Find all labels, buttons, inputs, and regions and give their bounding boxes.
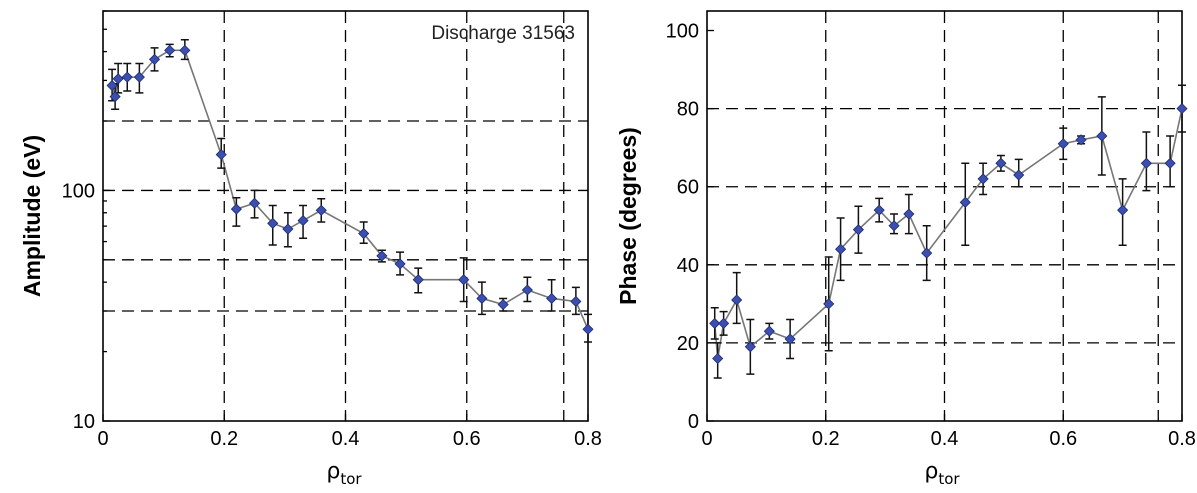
phase-data-point: [995, 157, 1007, 169]
phase-data-point: [873, 204, 885, 216]
phase-data-point: [888, 220, 900, 232]
phase-ytick-label-4: 80: [677, 99, 699, 121]
phase-data-point: [921, 247, 933, 259]
phase-data-point: [852, 224, 864, 236]
amplitude-data-point: [570, 295, 582, 308]
phase-ticks: 0 0.2 0.4 0.6 0.8 0 20 40 60 80 100: [666, 21, 1196, 450]
phase-ytick-label-2: 40: [677, 255, 699, 277]
amplitude-xtick-label-3: 0.6: [453, 428, 481, 450]
phase-gridlines: [707, 11, 1182, 421]
phase-x-axis-subscript: tor: [938, 470, 960, 488]
amplitude-data-point: [215, 149, 227, 161]
phase-data-point: [1176, 103, 1188, 115]
amplitude-x-axis-symbol: ρ: [326, 459, 340, 484]
amplitude-data-point: [179, 44, 191, 56]
amplitude-data-point: [282, 223, 294, 235]
amplitude-data-point: [546, 292, 558, 305]
amplitude-data-point: [148, 53, 161, 65]
amplitude-data-point: [109, 91, 121, 103]
amplitude-data-point: [267, 217, 279, 229]
phase-data-point: [712, 352, 724, 365]
amplitude-data-point: [497, 298, 509, 311]
amplitude-ticks: 0 0.2 0.4 0.6 0.8 10 100: [62, 10, 602, 450]
amplitude-data-point: [358, 227, 370, 240]
phase-ytick-label-0: 0: [688, 411, 699, 433]
phase-series-line: [713, 108, 1183, 359]
amplitude-gridlines: [103, 11, 588, 421]
phase-series: [709, 84, 1188, 379]
phase-data-point: [1096, 130, 1108, 142]
amplitude-xtick-label-2: 0.4: [332, 428, 360, 450]
phase-data-point: [977, 173, 989, 185]
amplitude-data-point: [106, 79, 118, 92]
phase-x-axis-symbol: ρ: [924, 459, 938, 484]
phase-data-point: [731, 294, 743, 306]
phase-xtick-label-3: 0.6: [1049, 428, 1077, 450]
phase-data-point: [903, 208, 915, 220]
phase-xtick-label-0: 0: [701, 428, 712, 450]
phase-data-point: [718, 317, 730, 329]
phase-panel: 0 0.2 0.4 0.6 0.8 0 20 40 60 80 100 Phase (degrees…: [615, 10, 1196, 488]
phase-xtick-label-1: 0.2: [812, 428, 840, 450]
amplitude-data-point: [133, 71, 145, 83]
amplitude-ytick-label-1: 100: [62, 180, 95, 202]
amplitude-x-axis-label: ρtor: [326, 459, 362, 488]
amplitude-data-point: [476, 292, 488, 305]
amplitude-data-point: [458, 274, 470, 286]
amplitude-ytick-label-0: 10: [73, 411, 95, 433]
amplitude-data-point: [121, 71, 133, 83]
amplitude-data-point: [521, 284, 533, 296]
phase-data-point: [1013, 169, 1025, 181]
phase-data-point: [744, 341, 756, 353]
phase-ytick-label-5: 100: [666, 21, 699, 43]
amplitude-xtick-label-4: 0.8: [574, 428, 602, 450]
phase-data-point: [784, 333, 796, 345]
phase-data-point: [1075, 134, 1087, 146]
amplitude-xtick-label-0: 0: [97, 428, 108, 450]
phase-ytick-label-1: 20: [677, 333, 699, 355]
phase-data-point: [763, 325, 775, 337]
phase-data-point: [1057, 138, 1069, 150]
amplitude-data-point: [112, 73, 124, 85]
phase-xtick-label-4: 0.8: [1168, 428, 1196, 450]
amplitude-data-point: [297, 215, 309, 227]
amplitude-data-point: [582, 323, 594, 335]
amplitude-xtick-label-1: 0.2: [210, 428, 238, 450]
amplitude-y-axis-label: Amplitude (eV): [19, 135, 45, 297]
phase-x-axis-label: ρtor: [924, 459, 960, 488]
amplitude-data-point: [394, 258, 406, 270]
amplitude-data-point: [412, 274, 424, 286]
phase-data-point: [709, 317, 721, 329]
amplitude-panel: 0 0.2 0.4 0.6 0.8 10 100 Discharge 31563 Ampli…: [19, 10, 602, 488]
phase-data-point: [1117, 204, 1129, 216]
phase-ytick-label-3: 60: [677, 177, 699, 199]
phase-xtick-label-2: 0.4: [931, 428, 959, 450]
phase-y-axis-label: Phase (degrees): [615, 127, 641, 305]
phase-data-point: [835, 243, 847, 255]
amplitude-data-point: [376, 250, 388, 262]
amplitude-data-point: [164, 44, 176, 56]
amplitude-data-point: [248, 197, 261, 209]
amplitude-x-axis-subscript: tor: [340, 470, 362, 488]
discharge-annotation: Discharge 31563: [431, 23, 575, 44]
phase-data-point: [959, 196, 971, 208]
amplitude-data-point: [230, 203, 242, 215]
phase-data-point: [1140, 157, 1152, 169]
phase-data-point: [1164, 157, 1176, 169]
amplitude-data-point: [315, 204, 327, 216]
phase-data-point: [823, 298, 835, 310]
amplitude-series: [106, 39, 594, 343]
